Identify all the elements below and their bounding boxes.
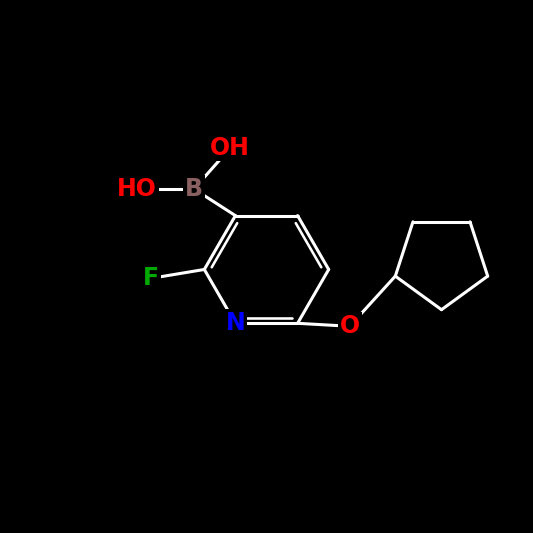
Text: N: N xyxy=(225,311,245,335)
Text: B: B xyxy=(185,177,203,201)
Text: F: F xyxy=(143,266,159,290)
Text: OH: OH xyxy=(209,135,249,159)
Text: O: O xyxy=(340,314,360,338)
Text: HO: HO xyxy=(117,177,157,201)
